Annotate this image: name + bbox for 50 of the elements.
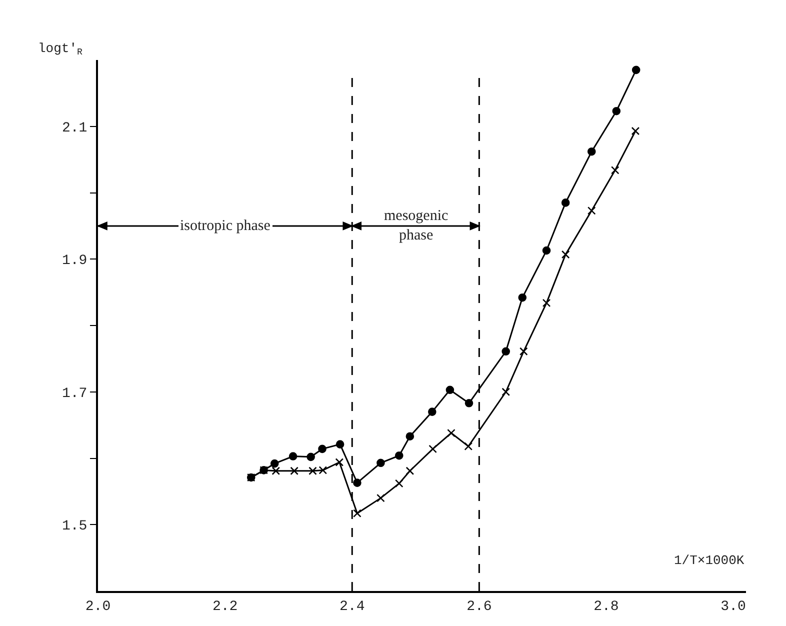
point — [587, 147, 596, 156]
point — [406, 466, 414, 476]
point — [428, 444, 437, 454]
point — [464, 442, 473, 450]
point — [428, 408, 436, 416]
point — [270, 459, 279, 468]
point — [520, 347, 528, 356]
point — [464, 399, 474, 408]
point — [502, 347, 510, 356]
point — [631, 126, 640, 136]
annotation: isotropic phase — [180, 218, 271, 234]
point — [446, 386, 454, 394]
point — [376, 458, 385, 468]
x-tick-label: 2.0 — [85, 598, 111, 615]
point — [335, 458, 344, 466]
y-tick-label: 1.9 — [62, 253, 88, 270]
point — [502, 388, 510, 396]
point — [542, 246, 551, 255]
y-tick-label: 1.7 — [62, 386, 88, 402]
point — [612, 106, 621, 116]
point — [353, 509, 362, 518]
point — [518, 293, 527, 302]
point — [406, 432, 414, 440]
y-axis-title: logt'$_{R}$ — [38, 41, 84, 58]
point — [447, 428, 456, 438]
point — [542, 298, 551, 308]
x-tick-label: 2.6 — [466, 598, 492, 615]
point — [306, 452, 315, 462]
y-tick-label: 1.5 — [62, 518, 88, 535]
x-tick-label: 2.4 — [340, 598, 365, 615]
point — [561, 250, 570, 259]
point — [394, 479, 404, 488]
x-tick-label: 2.8 — [594, 598, 619, 615]
point — [376, 494, 385, 502]
point — [632, 66, 640, 74]
x-axis-title: 1/T×1000K — [674, 553, 744, 568]
point — [353, 478, 362, 487]
point — [610, 166, 620, 174]
point — [587, 206, 596, 215]
point — [394, 451, 404, 460]
point — [288, 452, 298, 460]
point — [318, 444, 326, 454]
x-tick-label: 3.0 — [720, 598, 746, 615]
point — [290, 466, 298, 476]
point — [561, 198, 570, 207]
point — [272, 466, 280, 476]
annotation: mesogenic phase — [384, 208, 448, 244]
point — [336, 440, 344, 448]
y-tick-label: 2.1 — [62, 120, 88, 136]
x-tick-label: 2.2 — [212, 598, 238, 615]
